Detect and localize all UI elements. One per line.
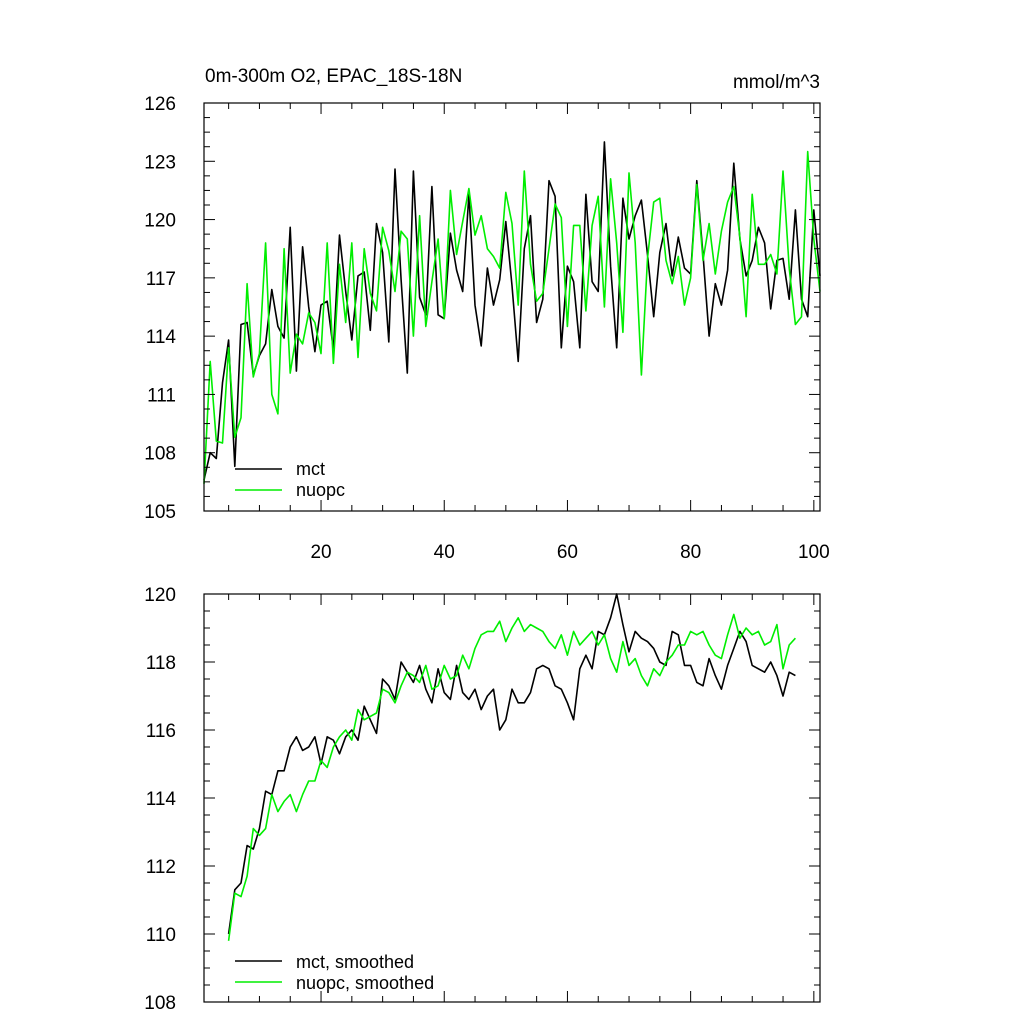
top-y-tick-label: 108 xyxy=(144,444,176,465)
top-y-tick-label: 120 xyxy=(144,211,176,232)
top-y-tick-label: 114 xyxy=(146,327,177,348)
bottom-y-tick-label: 116 xyxy=(146,721,176,742)
top-y-tick-label: 105 xyxy=(144,502,176,523)
legend-label-mct-smoothed: mct, smoothed xyxy=(296,952,414,972)
bottom-y-tick-label: 110 xyxy=(146,925,176,946)
bottom-y-tick-label: 112 xyxy=(146,857,176,878)
top-x-tick-label: 100 xyxy=(798,542,830,563)
units-label: mmol/m^3 xyxy=(733,72,820,93)
top-x-tick-label: 80 xyxy=(680,542,701,563)
chart-title: 0m-300m O2, EPAC_18S-18N xyxy=(205,66,462,87)
top-plot-frame xyxy=(203,102,821,512)
top-x-tick-label: 40 xyxy=(434,542,455,563)
bottom-panel: 108 110 112 114 116 118 120 mct, smoothed nuop… xyxy=(144,585,821,1014)
legend-label-nuopc-smoothed: nuopc, smoothed xyxy=(296,973,434,993)
top-legend: mct nuopc xyxy=(235,459,345,500)
top-x-tick-label: 60 xyxy=(557,542,578,563)
bottom-series-line-nuopc-smoothed xyxy=(227,613,796,941)
top-y-tick-label: 123 xyxy=(144,152,176,173)
bottom-y-tick-label: 108 xyxy=(144,993,176,1014)
top-series-line-mct xyxy=(203,141,821,481)
top-series-line-nuopc xyxy=(203,150,821,484)
bottom-y-tick-label: 118 xyxy=(146,653,176,674)
bottom-y-tick-label: 120 xyxy=(144,585,176,606)
legend-label-mct: mct xyxy=(296,459,325,479)
legend-label-nuopc: nuopc xyxy=(296,480,345,500)
top-y-tick-label: 117 xyxy=(146,269,176,290)
top-y-tick-label: 111 xyxy=(147,385,176,406)
bottom-plot-frame xyxy=(203,593,821,1003)
bottom-series-line-mct-smoothed xyxy=(227,593,796,935)
bottom-legend: mct, smoothed nuopc, smoothed xyxy=(235,952,434,993)
bottom-y-tick-label: 114 xyxy=(146,789,177,810)
top-panel: 0m-300m O2, EPAC_18S-18N mmol/m^3 105 108… xyxy=(144,66,829,563)
top-x-tick-label: 20 xyxy=(310,542,331,563)
top-y-tick-label: 126 xyxy=(144,94,176,115)
